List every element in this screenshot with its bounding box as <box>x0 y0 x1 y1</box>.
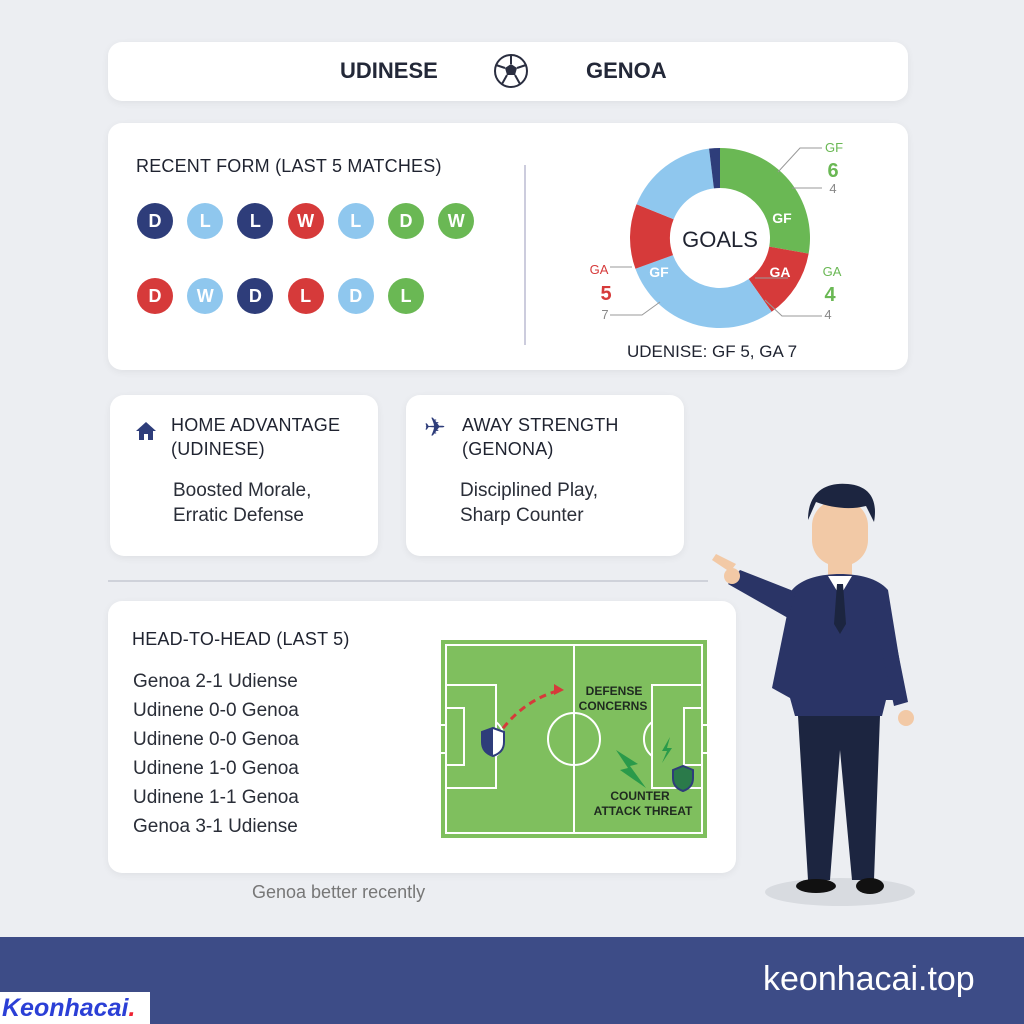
form-result-badge: D <box>137 203 173 239</box>
donut-segment <box>635 255 772 328</box>
divider <box>524 165 526 345</box>
donut-label: 4 <box>824 284 836 306</box>
h2h-title: HEAD-TO-HEAD (LAST 5) <box>132 629 350 649</box>
h2h-result: Udinene 1-1 Genoa <box>133 787 299 808</box>
donut-label: 7 <box>601 307 608 322</box>
h2h-result: Udinene 0-0 Genoa <box>133 700 299 721</box>
pitch-label: ATTACK THREAT <box>594 804 693 818</box>
donut-segment <box>630 204 674 269</box>
donut-segment <box>720 148 810 254</box>
form-result-badge: D <box>237 278 274 314</box>
donut-label: GA <box>823 264 842 279</box>
donut-label: GF <box>825 140 843 155</box>
brand-logo: Keonhacai. <box>0 992 150 1024</box>
donut-label: 4 <box>829 181 836 196</box>
callout-line <box>764 299 822 317</box>
pitch-label: CONCERNS <box>579 699 648 713</box>
donut-segment <box>709 148 720 189</box>
form-result-badge: D <box>337 278 374 314</box>
soccer-ball-icon <box>494 54 528 88</box>
donut-label: 4 <box>824 307 831 322</box>
donut-label: GF <box>772 210 792 226</box>
h2h-result: Genoa 2-1 Udiense <box>133 671 298 692</box>
form-result-badge: L <box>237 203 274 239</box>
h2h-result: Udinene 0-0 Genoa <box>133 729 299 750</box>
h2h-note: Genoa better recently <box>252 882 426 902</box>
callout-line <box>610 301 661 316</box>
shield-icon <box>672 764 694 793</box>
donut-label: 6 <box>827 160 838 182</box>
pitch-diagram: DEFENSE CONCERNS COUNTER ATTACK THREAT <box>436 640 712 838</box>
home-adv-text: Boosted Morale, Erratic Defense <box>173 480 312 526</box>
donut-label: GF <box>649 264 669 280</box>
form-result-badge: L <box>287 278 324 314</box>
airplane-icon: ✈ <box>424 412 446 442</box>
donut-label: 5 <box>600 283 611 305</box>
form-result-badge: W <box>438 203 475 239</box>
h2h-result: Genoa 3-1 Udiense <box>133 816 298 837</box>
away-team: GENOA <box>586 58 667 83</box>
pitch-label: COUNTER <box>610 789 670 803</box>
form-result-badge: D <box>137 278 173 314</box>
form-result-badge: D <box>388 203 424 239</box>
presenter-illustration <box>712 483 915 906</box>
home-advantage-card <box>110 395 378 556</box>
donut-segment <box>636 148 714 220</box>
footer-bar <box>0 937 1024 1024</box>
footer-site[interactable]: keonhacai.top <box>763 960 975 998</box>
house-icon <box>136 422 156 440</box>
section-divider <box>108 580 708 582</box>
donut-label: GA <box>770 264 791 280</box>
form-result-badge: L <box>388 278 424 314</box>
donut-caption: UDENISE: GF 5, GA 7 <box>627 342 798 361</box>
form-result-badge: L <box>187 203 224 239</box>
donut-label: GA <box>590 262 609 277</box>
away-str-title: AWAY STRENGTH (GENONA) <box>462 415 619 459</box>
lightning-icon <box>616 750 646 788</box>
form-result-badge: L <box>337 203 374 239</box>
callout-line <box>777 147 822 173</box>
h2h-list: Genoa 2-1 Udiense Udinene 0-0 Genoa Udinen… <box>133 667 299 841</box>
donut-segment <box>748 246 809 312</box>
away-str-text: Disciplined Play, Sharp Counter <box>460 480 598 526</box>
away-strength-card <box>406 395 684 556</box>
h2h-result: Udinene 1-0 Genoa <box>133 758 299 779</box>
home-team: UDINESE <box>340 58 438 83</box>
donut-label: GOALS <box>682 227 758 252</box>
lightning-icon <box>662 737 672 763</box>
form-result-badge: W <box>187 278 224 314</box>
form-result-badge: W <box>287 203 324 239</box>
pitch-label: DEFENSE <box>586 684 643 698</box>
home-adv-title: HOME ADVANTAGE (UDINESE) <box>171 415 341 459</box>
form-title: RECENT FORM (LAST 5 MATCHES) <box>136 156 442 176</box>
